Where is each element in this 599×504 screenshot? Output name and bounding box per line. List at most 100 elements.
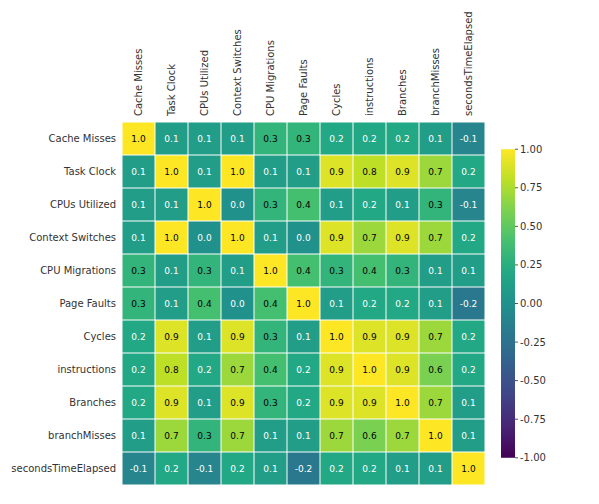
- x-tick-label: Task Clock: [166, 64, 177, 117]
- data-label: 0.1: [461, 431, 475, 441]
- heatmap-cell: [156, 453, 188, 485]
- data-label: 0.4: [296, 266, 311, 276]
- data-label: 0.2: [230, 464, 244, 474]
- data-label: 0.3: [131, 266, 145, 276]
- data-label: 0.1: [197, 398, 211, 408]
- heatmap-cell: [420, 255, 452, 287]
- data-label: 0.3: [263, 200, 277, 210]
- heatmap-cell: [321, 453, 353, 485]
- heatmap-cell: [123, 255, 155, 287]
- data-label: 0.1: [131, 200, 145, 210]
- colorbar-tick-label: -1.00: [520, 452, 546, 463]
- heatmap-cell: [156, 420, 188, 452]
- data-label: 0.1: [296, 167, 310, 177]
- y-tick-label: Cache Misses: [49, 133, 116, 144]
- heatmap-cell: [222, 354, 254, 386]
- heatmap-cell: [123, 354, 155, 386]
- data-labels: 1.0 0.1 0.1 0.1 0.3 0.3 0.2 0.2 0.2 0.1 -0.1 0.1 1.0…: [130, 134, 478, 474]
- heatmap-cell: [156, 354, 188, 386]
- heatmap-cell: [453, 156, 485, 188]
- data-label: 0.4: [263, 365, 278, 375]
- heatmap-cell: [321, 387, 353, 419]
- x-tick-label: Page Faults: [298, 59, 309, 116]
- heatmap-cell: [420, 321, 452, 353]
- heatmap-cell: [387, 420, 419, 452]
- data-label: 0.4: [362, 266, 377, 276]
- data-label: 0.9: [164, 398, 179, 408]
- data-label: 0.1: [329, 299, 343, 309]
- data-label: 0.9: [395, 365, 410, 375]
- heatmap-cell: [189, 453, 221, 485]
- heatmap-cell: [222, 453, 254, 485]
- heatmap-cell: [453, 354, 485, 386]
- heatmap-cell: [222, 156, 254, 188]
- data-label: 1.0: [230, 233, 245, 243]
- heatmap-cell: [420, 222, 452, 254]
- heatmap-cell: [123, 288, 155, 320]
- data-label: 0.7: [395, 431, 409, 441]
- colorbar-tick: [515, 342, 518, 343]
- plot-area: [123, 123, 485, 485]
- data-label: 0.2: [461, 332, 475, 342]
- heatmap-cell: [321, 189, 353, 221]
- heatmap-cell: [189, 189, 221, 221]
- y-tick-label: branchMisses: [48, 430, 116, 441]
- data-label: 0.9: [329, 233, 344, 243]
- heatmap-cell: [189, 123, 221, 155]
- data-label: 0.1: [263, 464, 277, 474]
- data-label: 0.2: [329, 464, 343, 474]
- data-label: 0.1: [263, 233, 277, 243]
- data-label: 0.1: [428, 464, 442, 474]
- heatmap-cell: [321, 222, 353, 254]
- heatmap-cell: [222, 222, 254, 254]
- heatmap-cell: [321, 255, 353, 287]
- colorbar-tick: [515, 187, 518, 188]
- x-tick-label: secondsTimeElapsed: [463, 11, 474, 116]
- data-label: 0.3: [395, 266, 409, 276]
- heatmap-cell: [288, 288, 320, 320]
- colorbar-tick-label: 0.75: [520, 182, 542, 193]
- heatmap-cell: [222, 288, 254, 320]
- data-label: 1.0: [164, 167, 179, 177]
- heatmap-cell: [123, 123, 155, 155]
- heatmap-cell: [189, 156, 221, 188]
- data-label: 0.1: [428, 266, 442, 276]
- heatmap-cell: [288, 321, 320, 353]
- colorbar-gradient: [501, 149, 515, 458]
- data-label: 0.2: [362, 464, 376, 474]
- data-label: 0.1: [296, 431, 310, 441]
- heatmap-cell: [321, 123, 353, 155]
- data-label: 0.1: [329, 200, 343, 210]
- heatmap-cell: [255, 123, 287, 155]
- data-label: 0.2: [395, 134, 409, 144]
- heatmap-cell: [453, 321, 485, 353]
- data-label: 1.0: [461, 464, 476, 474]
- data-label: 0.1: [197, 332, 211, 342]
- data-label: 0.1: [164, 299, 178, 309]
- data-label: -0.1: [460, 134, 478, 144]
- heatmap-cell: [420, 123, 452, 155]
- heatmap-cell: [288, 453, 320, 485]
- x-tick-label: instructions: [364, 57, 375, 116]
- data-label: 0.1: [197, 167, 211, 177]
- data-label: 1.0: [263, 266, 278, 276]
- data-label: 0.8: [164, 365, 179, 375]
- heatmap-cell: [453, 420, 485, 452]
- data-label: 0.1: [428, 299, 442, 309]
- heatmap-cell: [420, 156, 452, 188]
- data-label: 0.1: [131, 431, 145, 441]
- y-tick-label: Cycles: [83, 331, 116, 342]
- heatmap-cell: [387, 189, 419, 221]
- data-label: 0.1: [164, 200, 178, 210]
- heatmap-cell: [288, 354, 320, 386]
- data-label: 0.3: [263, 134, 277, 144]
- data-label: 0.1: [131, 167, 145, 177]
- data-label: 0.8: [362, 167, 377, 177]
- heatmap-cell: [453, 222, 485, 254]
- data-label: 0.2: [362, 134, 376, 144]
- heatmap-cell: [156, 288, 188, 320]
- heatmap-cell: [453, 189, 485, 221]
- heatmap-cell: [387, 222, 419, 254]
- heatmap-cell: [156, 123, 188, 155]
- heatmap-cell: [387, 321, 419, 353]
